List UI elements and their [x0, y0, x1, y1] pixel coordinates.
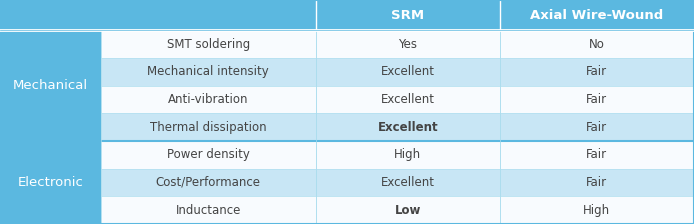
Text: Thermal dissipation: Thermal dissipation [150, 121, 266, 134]
Text: Electronic: Electronic [17, 176, 83, 189]
Text: Fair: Fair [586, 121, 607, 134]
Bar [101, 141, 316, 169]
Text: SRM: SRM [391, 9, 424, 22]
Bar [0, 141, 101, 224]
Text: Yes: Yes [398, 38, 417, 51]
Bar [500, 169, 694, 196]
Text: SMT soldering: SMT soldering [167, 38, 250, 51]
Bar [316, 86, 500, 113]
Bar [101, 169, 316, 196]
Bar [101, 58, 316, 86]
Bar [316, 0, 500, 30]
Text: Anti-vibration: Anti-vibration [168, 93, 248, 106]
Bar [0, 30, 101, 141]
Text: Low: Low [394, 204, 421, 217]
Text: Fair: Fair [586, 148, 607, 161]
Bar [316, 169, 500, 196]
Text: Excellent: Excellent [381, 176, 434, 189]
Text: Fair: Fair [586, 176, 607, 189]
Text: Axial Wire-Wound: Axial Wire-Wound [530, 9, 663, 22]
Bar [316, 58, 500, 86]
Text: Inductance: Inductance [176, 204, 241, 217]
Bar [316, 196, 500, 224]
Bar [500, 0, 694, 30]
Text: Cost/Performance: Cost/Performance [155, 176, 261, 189]
Bar [500, 58, 694, 86]
Bar [500, 141, 694, 169]
Text: Excellent: Excellent [381, 65, 434, 78]
Bar [101, 86, 316, 113]
Text: Fair: Fair [586, 93, 607, 106]
Bar [316, 113, 500, 141]
Text: Fair: Fair [586, 65, 607, 78]
Bar [316, 30, 500, 58]
Text: Excellent: Excellent [378, 121, 438, 134]
Bar [101, 196, 316, 224]
Text: Excellent: Excellent [381, 93, 434, 106]
Text: Power density: Power density [167, 148, 250, 161]
Text: Mechanical intensity: Mechanical intensity [147, 65, 269, 78]
Bar [0, 0, 316, 30]
Bar [101, 30, 316, 58]
Text: Mechanical: Mechanical [12, 79, 88, 92]
Bar [500, 30, 694, 58]
Text: High: High [583, 204, 611, 217]
Text: High: High [394, 148, 421, 161]
Bar [101, 113, 316, 141]
Bar [500, 86, 694, 113]
Bar [500, 113, 694, 141]
Bar [500, 196, 694, 224]
Bar [316, 141, 500, 169]
Text: No: No [589, 38, 604, 51]
